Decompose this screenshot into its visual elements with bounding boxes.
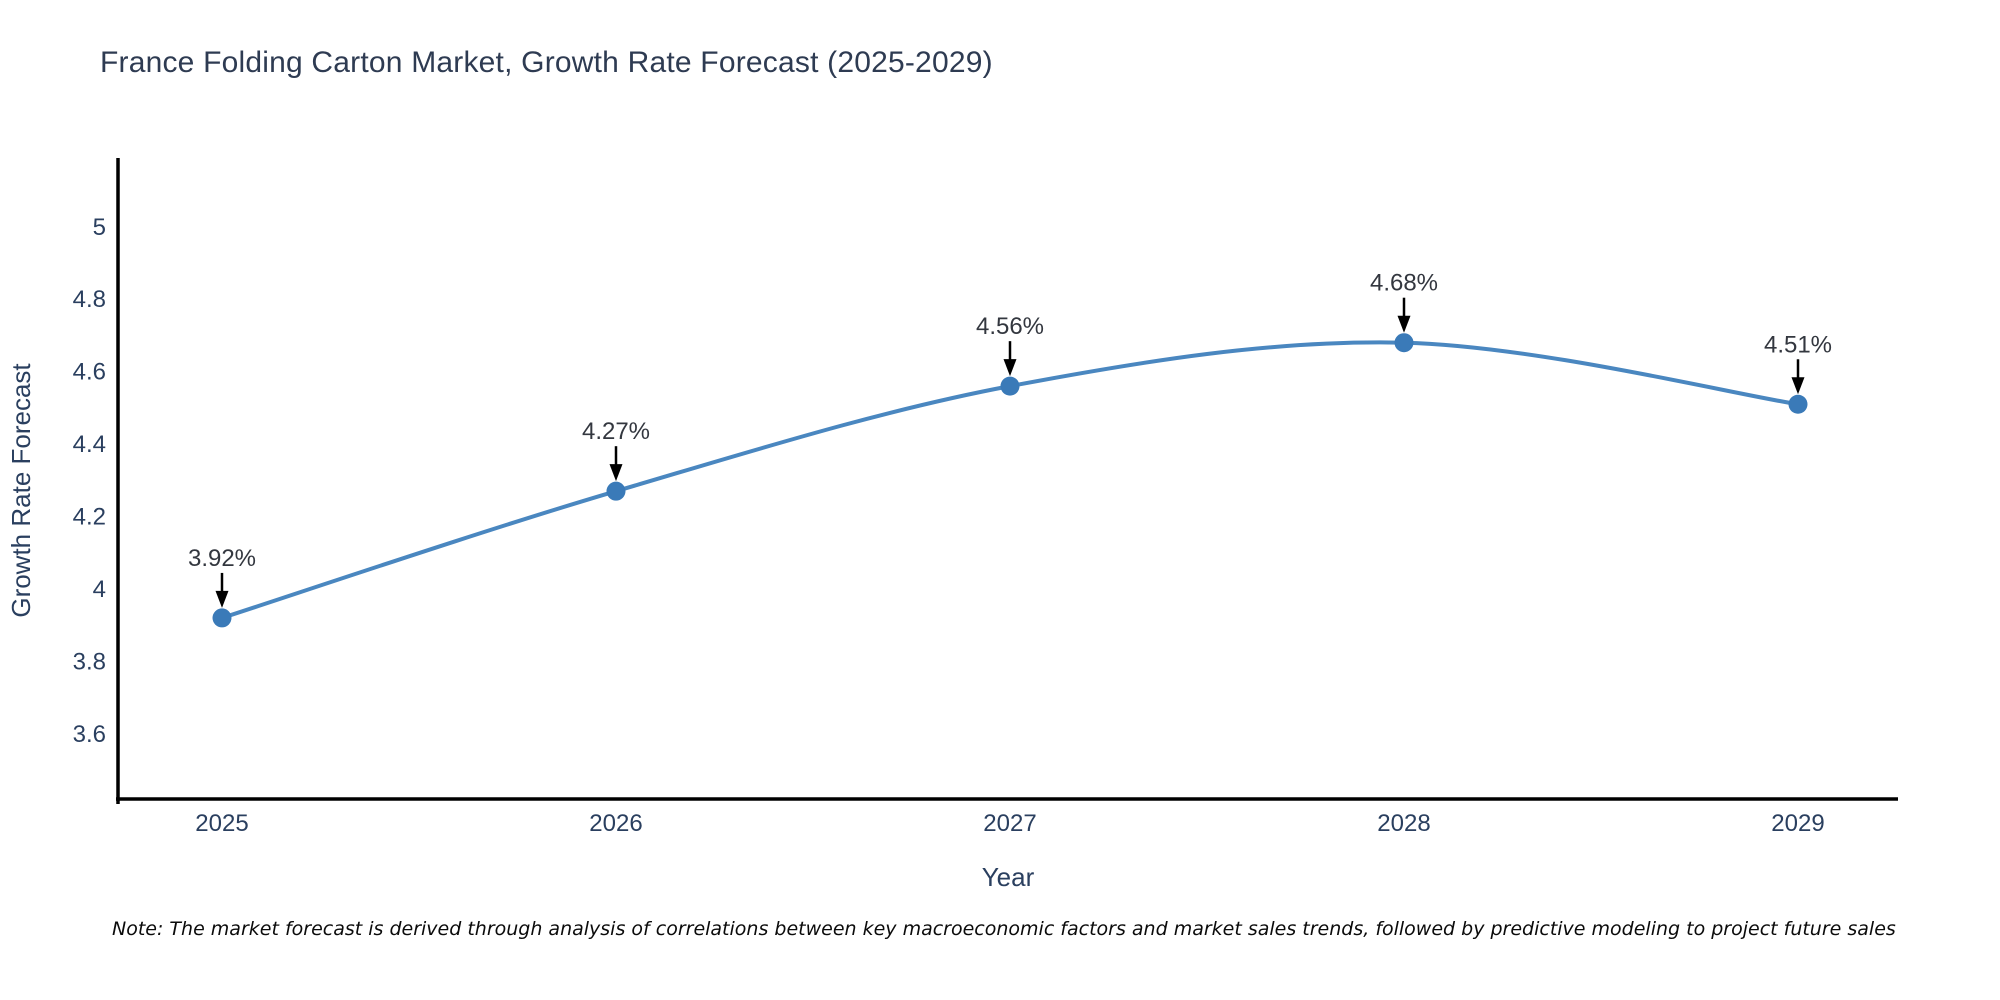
data-point-marker — [1788, 394, 1808, 414]
annotation-label: 4.68% — [1370, 270, 1438, 297]
annotation-arrowhead — [1791, 377, 1805, 395]
footnote: Note: The market forecast is derived thr… — [112, 918, 1896, 940]
data-point-marker — [1394, 333, 1414, 353]
y-tick-label: 4.2 — [73, 504, 106, 531]
data-point-marker — [1000, 376, 1020, 396]
data-point-marker — [212, 608, 232, 628]
y-tick-label: 3.6 — [73, 721, 106, 748]
x-tick-label: 2025 — [195, 810, 248, 837]
chart-title: France Folding Carton Market, Growth Rat… — [100, 46, 993, 79]
x-tick-label: 2029 — [1771, 810, 1824, 837]
annotation-arrowhead — [215, 590, 229, 608]
y-tick-label: 5 — [93, 214, 106, 241]
x-tick-label: 2026 — [589, 810, 642, 837]
x-axis-title: Year — [982, 862, 1035, 892]
y-tick-label: 4.6 — [73, 359, 106, 386]
annotation-label: 4.56% — [976, 313, 1044, 340]
y-axis-title: Growth Rate Forecast — [6, 363, 36, 618]
y-tick-label: 4 — [93, 576, 106, 603]
annotation-arrowhead — [1003, 359, 1017, 377]
y-tick-label: 4.8 — [73, 286, 106, 313]
annotation-arrowhead — [609, 464, 623, 482]
data-point-marker — [606, 481, 626, 501]
annotation-label: 4.27% — [582, 418, 650, 445]
x-tick-label: 2028 — [1377, 810, 1430, 837]
x-tick-label: 2027 — [983, 810, 1036, 837]
y-tick-label: 4.4 — [73, 431, 106, 458]
annotation-arrowhead — [1397, 315, 1411, 333]
annotation-label: 3.92% — [188, 545, 256, 572]
y-tick-label: 3.8 — [73, 648, 106, 675]
annotation-label: 4.51% — [1764, 331, 1832, 358]
